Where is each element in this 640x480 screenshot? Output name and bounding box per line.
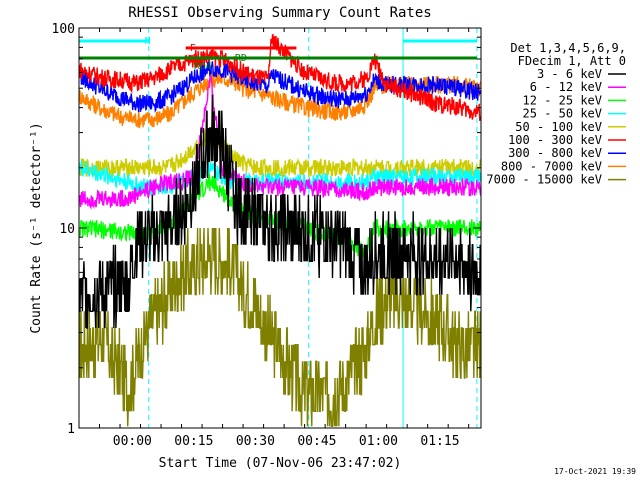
legend-label: 12 - 25 keV: [523, 93, 602, 107]
legend-label: 300 - 800 keV: [508, 146, 602, 160]
legend-label: 50 - 100 keV: [515, 120, 602, 134]
series-line-7000-15000-kev: [79, 227, 481, 427]
legend-label: 25 - 50 keV: [523, 107, 602, 121]
series-line-25-50-kev: [79, 160, 481, 197]
series-layer: [78, 28, 481, 428]
status-bars: N F RD RD4: [79, 36, 477, 72]
legend-label: 6 - 12 keV: [530, 80, 602, 94]
x-tick-label: 00:45: [297, 434, 336, 449]
x-tick-label: 00:00: [113, 434, 152, 449]
annotation-rd4: RD4: [194, 61, 212, 72]
x-tick-label: 01:15: [420, 434, 459, 449]
chart-title: RHESSI Observing Summary Count Rates: [128, 5, 431, 21]
legend-label: 100 - 300 keV: [508, 133, 602, 147]
annotation-f: F: [190, 43, 196, 54]
axes: 1 10 100 00:00 00:15 00:30 00:45 01:00 01:15: [52, 22, 482, 449]
y-tick-label: 10: [59, 222, 75, 237]
annotation-n: N: [145, 36, 151, 47]
legend-label: 800 - 7000 keV: [501, 159, 602, 173]
footer-timestamp: 17-Oct-2021 19:39: [554, 467, 636, 476]
series-line-300-800-kev: [79, 61, 481, 113]
legend-label: 7000 - 15000 keV: [486, 173, 602, 187]
annotation-rd: RD: [235, 53, 247, 64]
legend-label: 3 - 6 keV: [537, 67, 602, 81]
series-line-50-100-kev: [79, 125, 481, 179]
labels: RHESSI Observing Summary Count Rates Sta…: [29, 5, 636, 476]
x-axis-label: Start Time (07-Nov-06 23:47:02): [159, 456, 402, 471]
series-line-6-12-kev: [79, 75, 481, 210]
legend-header-2: FDecim 1, Att 0: [518, 54, 626, 68]
x-tick-label: 00:15: [174, 434, 213, 449]
x-tick-label: 01:00: [359, 434, 398, 449]
series-line-3-6-kev: [79, 94, 481, 329]
y-tick-label: 100: [52, 22, 75, 37]
legend-header-1: Det 1,3,4,5,6,9,: [510, 41, 626, 55]
y-tick-label: 1: [67, 422, 75, 437]
y-axis-label: Count Rate (s⁻¹ detector⁻¹): [29, 122, 44, 333]
x-tick-label: 00:30: [236, 434, 275, 449]
